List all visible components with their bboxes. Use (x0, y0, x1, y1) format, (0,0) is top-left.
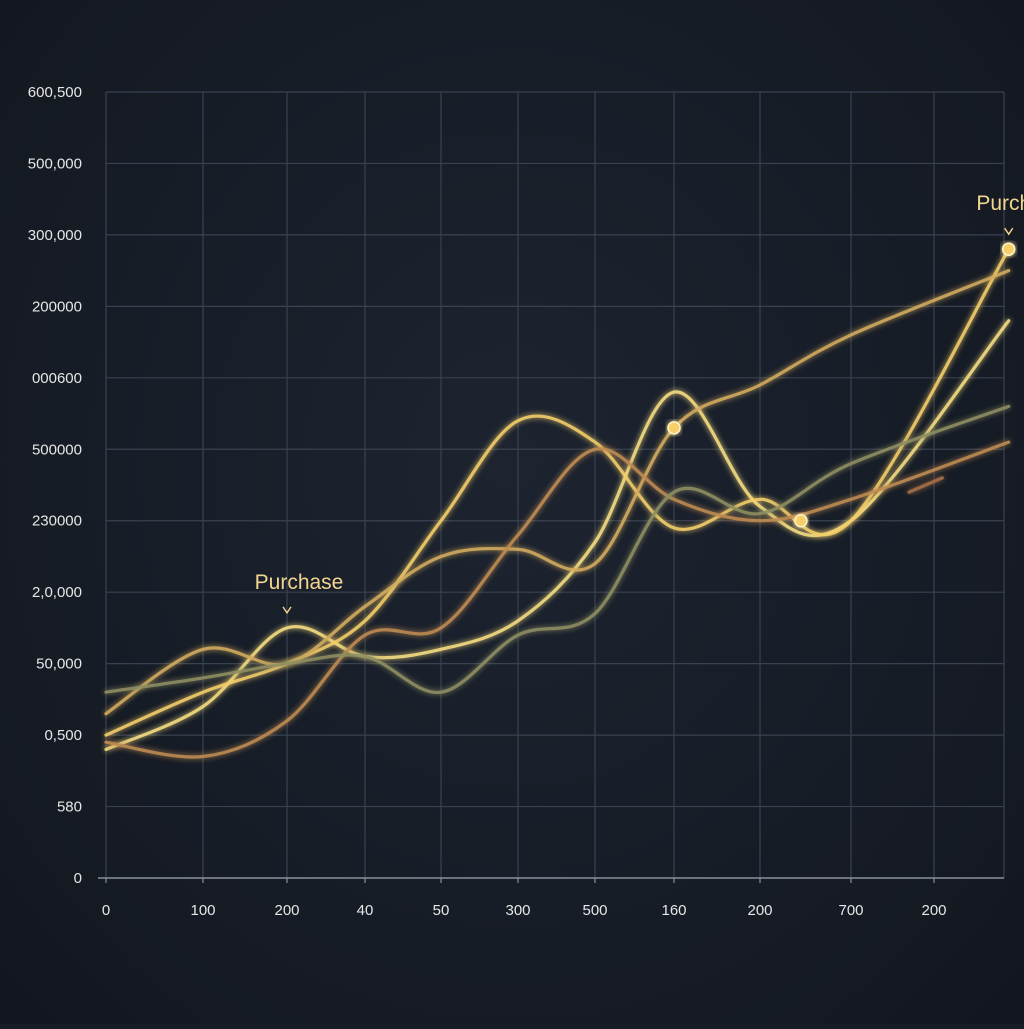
annotation-arrow-icon (282, 606, 292, 615)
x-tick-label: 160 (661, 902, 686, 919)
annotation-label: Purchase (255, 571, 344, 594)
x-tick-label: 500 (582, 902, 607, 919)
axes: 600,500 500,000 300,000 200000 000600 500000 2… (28, 84, 1004, 919)
series-line-5 (104, 404, 1011, 694)
x-tick-label: 200 (921, 902, 946, 919)
y-tick-label: 0,500 (44, 727, 82, 744)
series-line-2 (104, 247, 1011, 737)
y-tick-label: 580 (57, 799, 82, 816)
y-tick-label: 500,000 (28, 155, 82, 172)
grid (105, 91, 1005, 878)
x-tick-label: 200 (747, 902, 772, 919)
x-tick-label: 0 (102, 902, 110, 919)
y-tick-label: 50,000 (36, 656, 82, 673)
series-line-6 (907, 476, 944, 494)
data-point-marker-2 (667, 421, 681, 435)
y-tick-label: 200000 (32, 298, 82, 315)
y-tick-label: 0 (74, 870, 82, 887)
y-tick-label: 000600 (32, 370, 82, 387)
annotation-label: Purchase (976, 192, 1024, 215)
y-tick-label: 230000 (32, 513, 82, 530)
x-tick-label: 50 (433, 902, 450, 919)
x-tick-label: 40 (357, 902, 374, 919)
x-tick-label: 300 (505, 902, 530, 919)
series-line-3 (104, 269, 1011, 716)
y-tick-label: 500000 (32, 441, 82, 458)
annotation-group: Purchase Purchase (255, 192, 1024, 615)
data-point-marker-1 (1001, 242, 1016, 256)
annotation-arrow-icon (1004, 227, 1014, 236)
series-group (104, 247, 1011, 759)
x-tick-label: 100 (190, 902, 215, 919)
y-tick-label: 2,0,000 (32, 584, 82, 601)
series-line-1 (104, 319, 1011, 751)
x-tick-label: 700 (838, 902, 863, 919)
data-point-marker-3 (794, 513, 808, 528)
y-tick-label: 300,000 (28, 227, 82, 244)
x-tick-label: 200 (274, 902, 299, 919)
marker-group (667, 242, 1016, 528)
y-tick-label: 600,500 (28, 84, 82, 101)
